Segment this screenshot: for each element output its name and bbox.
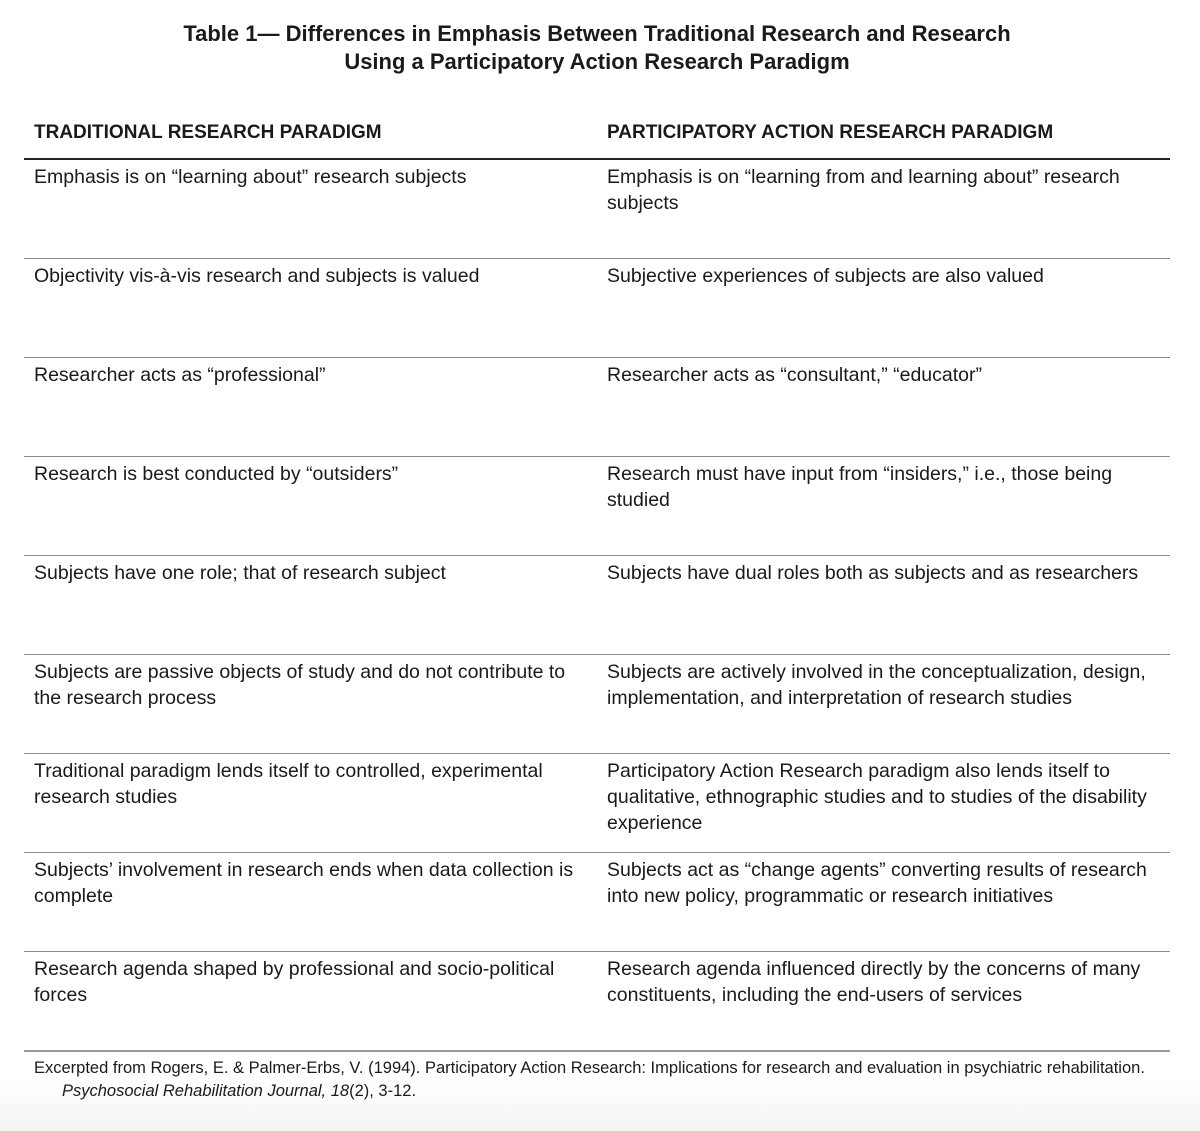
footnote-issue: (2), 3-12.	[349, 1082, 417, 1100]
cell-traditional: Subjects have one role; that of research…	[34, 562, 446, 584]
cell-traditional: Researcher acts as “professional”	[34, 364, 326, 386]
cell-par: Research agenda influenced directly by t…	[607, 958, 1141, 1006]
cell-traditional: Traditional paradigm lends itself to con…	[34, 760, 543, 808]
table-row: Subjects’ involvement in research ends w…	[24, 853, 1170, 952]
footnote-journal: Psychosocial Rehabilitation Journal, 18	[62, 1082, 350, 1100]
column-header-par: PARTICIPATORY ACTION RESEARCH PARADIGM	[607, 122, 1054, 143]
cell-par: Research must have input from “insiders,…	[607, 463, 1113, 511]
table-row: Subjects have one role; that of research…	[24, 556, 1170, 655]
cell-traditional: Research agenda shaped by professional a…	[34, 958, 555, 1006]
cell-traditional: Subjects are passive objects of study an…	[34, 661, 566, 709]
cell-par: Subjects act as “change agents” converti…	[607, 859, 1147, 907]
table-title-line-2: Using a Participatory Action Research Pa…	[344, 49, 850, 74]
cell-par: Subjects have dual roles both as subject…	[607, 562, 1139, 584]
table-footnote: Excerpted from Rogers, E. & Palmer-Erbs,…	[24, 1050, 1170, 1103]
cell-par: Emphasis is on “learning from and learni…	[607, 166, 1120, 214]
table-row: Researcher acts as “professional” Researc…	[24, 358, 1170, 457]
table-title: Table 1— Differences in Emphasis Between…	[0, 20, 1194, 76]
cell-traditional: Research is best conducted by “outsiders…	[34, 463, 399, 485]
cell-par: Subjects are actively involved in the co…	[607, 661, 1146, 709]
cell-par: Researcher acts as “consultant,” “educat…	[607, 364, 982, 386]
cell-par: Participatory Action Research paradigm a…	[607, 760, 1147, 834]
table-row: Traditional paradigm lends itself to con…	[24, 754, 1170, 853]
table-title-line-1: Table 1— Differences in Emphasis Between…	[183, 21, 1011, 46]
cell-traditional: Emphasis is on “learning about” research…	[34, 166, 467, 188]
table-body: Emphasis is on “learning about” research…	[24, 160, 1170, 1042]
cell-traditional: Objectivity vis-à-vis research and subje…	[34, 265, 480, 287]
table-row: Research is best conducted by “outsiders…	[24, 457, 1170, 556]
column-header-traditional: TRADITIONAL RESEARCH PARADIGM	[34, 122, 382, 143]
table-header: TRADITIONAL RESEARCH PARADIGM PARTICIPAT…	[24, 118, 1170, 160]
table-row: Objectivity vis-à-vis research and subje…	[24, 259, 1170, 358]
cell-par: Subjective experiences of subjects are a…	[607, 265, 1044, 287]
table-row: Research agenda shaped by professional a…	[24, 952, 1170, 1042]
table-row: Subjects are passive objects of study an…	[24, 655, 1170, 754]
table-row: Emphasis is on “learning about” research…	[24, 160, 1170, 259]
cell-traditional: Subjects’ involvement in research ends w…	[34, 859, 574, 907]
footnote-text: Excerpted from Rogers, E. & Palmer-Erbs,…	[34, 1059, 1145, 1077]
